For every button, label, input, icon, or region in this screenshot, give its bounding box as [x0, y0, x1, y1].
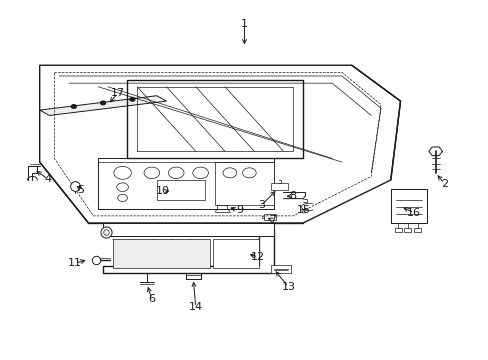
Text: 12: 12: [250, 252, 264, 262]
Text: 2: 2: [440, 179, 447, 189]
Polygon shape: [161, 188, 181, 194]
Polygon shape: [98, 158, 273, 209]
Text: 16: 16: [407, 208, 420, 218]
Polygon shape: [413, 228, 420, 232]
Polygon shape: [404, 228, 410, 232]
Polygon shape: [394, 228, 401, 232]
Text: 4: 4: [45, 174, 52, 184]
Polygon shape: [103, 230, 273, 273]
Text: 1: 1: [241, 19, 247, 29]
Polygon shape: [264, 214, 276, 220]
Polygon shape: [271, 265, 290, 273]
Polygon shape: [271, 183, 288, 190]
Polygon shape: [113, 239, 210, 268]
Polygon shape: [212, 239, 259, 268]
Text: 7: 7: [269, 215, 276, 225]
Text: 14: 14: [188, 302, 203, 312]
Text: 9: 9: [236, 206, 243, 216]
Polygon shape: [103, 223, 273, 235]
Polygon shape: [40, 65, 400, 223]
Text: 10: 10: [156, 186, 170, 197]
Text: 3: 3: [258, 200, 264, 210]
Circle shape: [130, 98, 135, 101]
Polygon shape: [390, 189, 427, 223]
Text: 8: 8: [289, 191, 296, 201]
Bar: [157, 180, 205, 200]
Text: 13: 13: [281, 282, 295, 292]
Polygon shape: [215, 162, 273, 205]
Circle shape: [101, 101, 105, 105]
Text: 11: 11: [68, 258, 81, 268]
Text: 15: 15: [296, 206, 310, 216]
Text: 5: 5: [78, 185, 84, 195]
Text: 6: 6: [148, 294, 155, 304]
Text: 17: 17: [110, 88, 124, 98]
Circle shape: [71, 105, 76, 108]
Polygon shape: [40, 96, 166, 116]
